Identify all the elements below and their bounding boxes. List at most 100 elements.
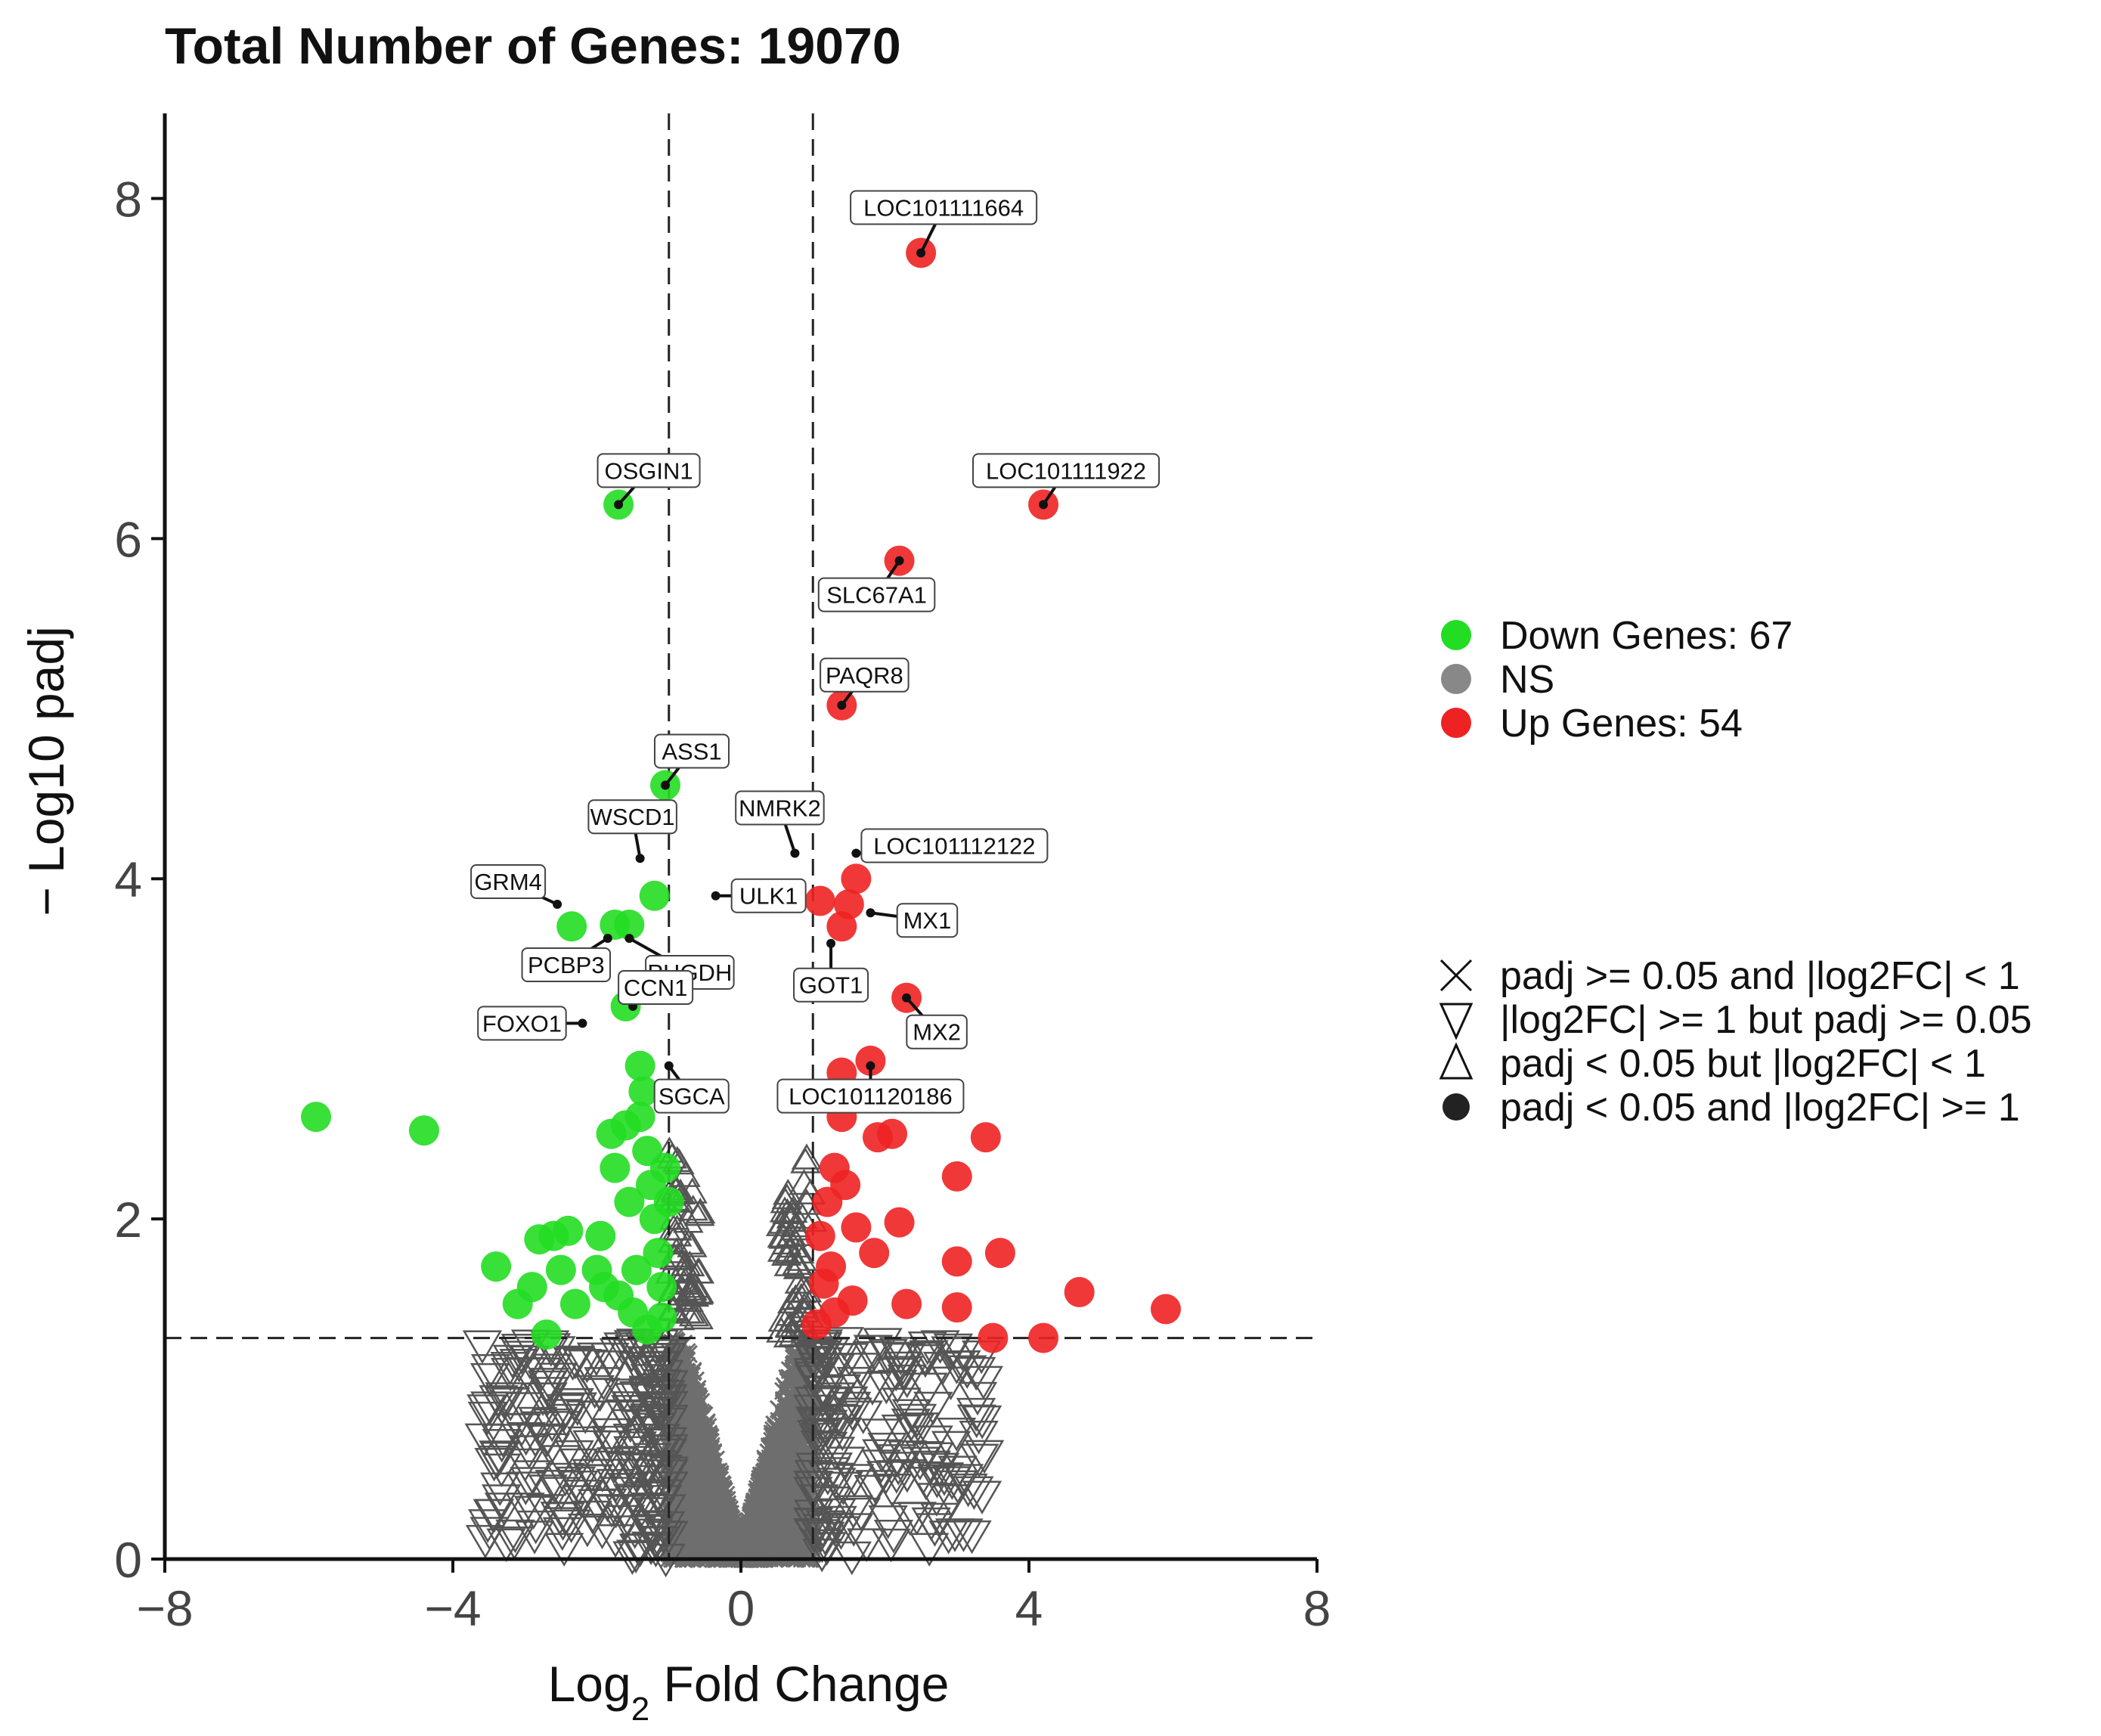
fc-only-point <box>580 1378 621 1412</box>
up-gene-point <box>884 1207 915 1238</box>
gene-label-anchor <box>711 891 720 901</box>
fc-only-point <box>553 1347 593 1381</box>
fc-only-point <box>486 1528 526 1563</box>
gene-label-box <box>653 733 730 769</box>
fc-only-point <box>615 1539 656 1573</box>
fc-only-point <box>593 1350 633 1384</box>
up-gene-point <box>862 1122 893 1153</box>
padj-only-point <box>766 1316 797 1343</box>
up-gene-point <box>837 1285 868 1316</box>
fc-only-point <box>575 1375 615 1409</box>
fc-only-point <box>834 1513 874 1547</box>
fc-only-point <box>499 1337 540 1371</box>
fc-only-point <box>572 1430 612 1465</box>
fc-only-point <box>612 1423 652 1458</box>
fc-only-point <box>815 1437 856 1471</box>
down-gene-point <box>481 1251 512 1282</box>
fc-only-point <box>897 1502 937 1536</box>
gene-label-box <box>587 799 677 835</box>
fc-only-point <box>522 1357 562 1391</box>
gene-label-box <box>906 1014 968 1049</box>
fc-only-point <box>480 1472 520 1506</box>
gene-label-anchor <box>916 248 926 258</box>
fc-only-point <box>635 1393 675 1427</box>
padj-only-point <box>770 1239 802 1266</box>
fc-only-point <box>805 1521 845 1556</box>
fc-only-point <box>543 1507 583 1541</box>
y-tick-label: 0 <box>114 1532 142 1588</box>
padj-only-point <box>773 1179 804 1205</box>
gene-label-text: GOT1 <box>799 972 863 999</box>
down-gene-point <box>556 911 587 942</box>
fc-only-point <box>469 1362 510 1397</box>
gene-label-text: ASS1 <box>662 739 721 765</box>
down-gene-point <box>553 1215 584 1246</box>
gene-label-text: ULK1 <box>739 883 798 910</box>
fc-only-point <box>887 1440 928 1474</box>
fc-only-point <box>795 1406 835 1440</box>
ns-cross-point <box>769 1499 788 1518</box>
up-gene-point <box>984 1238 1015 1269</box>
fc-only-point <box>804 1347 844 1381</box>
fc-only-point <box>956 1356 996 1391</box>
fc-only-point <box>897 1403 937 1438</box>
fc-only-point <box>868 1338 908 1373</box>
fc-only-point <box>800 1419 840 1453</box>
fc-only-point <box>613 1446 654 1480</box>
gene-label-box <box>470 863 547 899</box>
fc-only-point <box>634 1465 674 1499</box>
fc-only-point <box>802 1529 842 1564</box>
fc-only-point <box>862 1439 902 1474</box>
gene-label-text: CCN1 <box>624 975 687 1001</box>
fc-only-point <box>544 1533 584 1567</box>
down-gene-point <box>408 1115 439 1146</box>
fc-only-point <box>590 1425 631 1460</box>
up-gene-point <box>1064 1276 1095 1307</box>
ns-cross-point <box>757 1540 776 1560</box>
gene-label-text: FOXO1 <box>482 1010 562 1037</box>
fc-only-point <box>545 1393 586 1428</box>
fc-only-point <box>643 1454 683 1489</box>
gene-label: WSCD1 <box>587 799 677 863</box>
fc-only-point <box>854 1474 894 1509</box>
fc-only-point <box>525 1494 566 1528</box>
padj-only-point <box>786 1245 817 1271</box>
legend-shape-label: padj >= 0.05 and |log2FC| < 1 <box>1500 954 2020 998</box>
gene-label-text: LOC101111922 <box>986 457 1146 484</box>
fc-only-point <box>603 1378 643 1412</box>
x-axis-title-base: Log <box>548 1656 631 1712</box>
ns-cross-point <box>766 1418 786 1438</box>
down-gene-point <box>585 1220 616 1251</box>
up-gene-point <box>941 1246 972 1277</box>
fc-only-point <box>964 1440 1005 1474</box>
threshold-lines <box>165 113 1317 1559</box>
padj-only-point <box>767 1235 798 1262</box>
ns-cross-point <box>686 1450 705 1469</box>
ns-cross-point <box>688 1478 707 1497</box>
gene-label: LOC101111664 <box>850 190 1038 258</box>
fc-only-point <box>876 1358 916 1392</box>
fc-only-point <box>931 1484 972 1518</box>
ns-cross-point <box>691 1546 710 1565</box>
gene-label-anchor <box>790 848 800 858</box>
fc-only-point <box>916 1483 957 1517</box>
padj-only-point <box>782 1253 814 1279</box>
gene-label-anchor <box>866 1061 875 1071</box>
down-gene-point <box>646 1272 677 1303</box>
down-gene-point <box>643 1238 674 1269</box>
legend-triangle-down-key <box>1439 1003 1473 1040</box>
legend-color-key <box>1441 664 1471 694</box>
gene-label-text: MX1 <box>903 907 952 934</box>
padj-only-point <box>769 1196 801 1223</box>
gene-label-anchor <box>553 899 562 909</box>
legend-color-label: Down Genes: 67 <box>1500 614 1793 658</box>
fc-only-point <box>914 1442 954 1477</box>
x-axis-title-rest: Fold Change <box>649 1656 949 1712</box>
up-gene-point <box>1150 1294 1181 1325</box>
gene-label-box <box>521 947 612 982</box>
fc-only-point <box>872 1474 913 1508</box>
fc-only-point <box>631 1531 671 1566</box>
fc-only-point <box>873 1519 914 1554</box>
fc-only-point <box>558 1448 599 1483</box>
fc-only-point <box>882 1387 922 1421</box>
